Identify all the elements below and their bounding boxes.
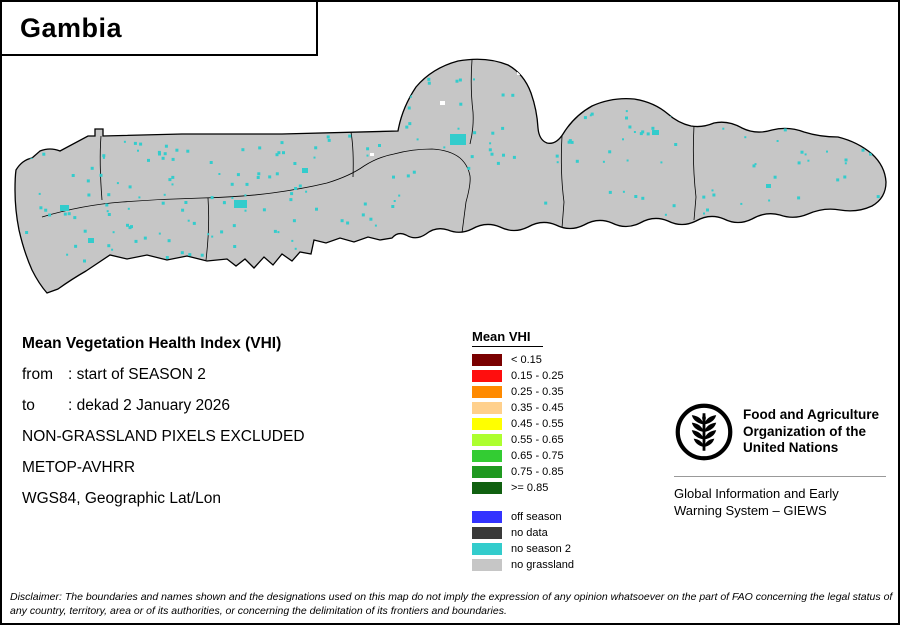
- from-value: : start of SEASON 2: [68, 366, 206, 383]
- legend-class-row: 0.15 - 0.25: [472, 368, 574, 384]
- map-info-pixels-note: NON-GRASSLAND PIXELS EXCLUDED: [22, 428, 305, 445]
- legend-class-row: 0.55 - 0.65: [472, 432, 574, 448]
- org-name-line: Food and Agriculture: [743, 407, 879, 422]
- org-block: Food and Agriculture Organization of the…: [674, 402, 886, 519]
- legend-class-row: 0.65 - 0.75: [472, 448, 574, 464]
- legend-status-label: no season 2: [511, 543, 571, 555]
- page-title: Gambia: [20, 12, 123, 43]
- legend-class-label: 0.25 - 0.35: [511, 386, 564, 398]
- map-info-sensor: METOP-AVHRR: [22, 459, 136, 476]
- legend-class-swatch: [472, 386, 502, 398]
- legend-class-label: >= 0.85: [511, 482, 549, 494]
- legend-status-label: no data: [511, 527, 548, 539]
- legend: Mean VHI < 0.15 0.15 - 0.25 0.25 - 0.35 0.3…: [472, 328, 574, 573]
- org-name-line: Organization of the: [743, 423, 866, 439]
- map-info-to: to : dekad 2 January 2026: [22, 390, 305, 421]
- fao-logo-icon: [675, 403, 733, 461]
- org-name: Food and Agriculture Organization of the…: [743, 402, 879, 457]
- disclaimer-text: Disclaimer: The boundaries and names sho…: [10, 590, 893, 617]
- map-title-box: Gambia: [2, 2, 318, 56]
- legend-status-label: off season: [511, 511, 562, 523]
- legend-vhi-classes: < 0.15 0.15 - 0.25 0.25 - 0.35 0.35 - 0.45 0…: [472, 352, 574, 496]
- legend-class-swatch: [472, 370, 502, 382]
- map-info-heading: Mean Vegetation Health Index (VHI): [22, 335, 282, 352]
- legend-status-swatch: [472, 527, 502, 539]
- legend-class-swatch: [472, 450, 502, 462]
- legend-status-row: no grassland: [472, 557, 574, 573]
- org-divider: [674, 476, 886, 477]
- legend-class-label: 0.35 - 0.45: [511, 402, 564, 414]
- from-label: from: [22, 366, 53, 383]
- legend-class-row: 0.75 - 0.85: [472, 464, 574, 480]
- legend-class-swatch: [472, 354, 502, 366]
- legend-class-label: 0.15 - 0.25: [511, 370, 564, 382]
- legend-status-swatch: [472, 543, 502, 555]
- no-data-specks: [370, 72, 520, 156]
- legend-class-label: 0.55 - 0.65: [511, 434, 564, 446]
- to-value: : dekad 2 January 2026: [68, 397, 231, 414]
- admin-boundaries: [41, 59, 697, 261]
- legend-class-row: 0.25 - 0.35: [472, 384, 574, 400]
- legend-class-swatch: [472, 434, 502, 446]
- legend-status-swatch: [472, 559, 502, 571]
- map-info-projection: WGS84, Geographic Lat/Lon: [22, 490, 222, 507]
- legend-class-row: >= 0.85: [472, 480, 574, 496]
- legend-class-label: < 0.15: [511, 354, 542, 366]
- legend-class-label: 0.65 - 0.75: [511, 450, 564, 462]
- legend-status-row: off season: [472, 509, 574, 525]
- vhi-speckles: [20, 72, 880, 277]
- legend-class-label: 0.75 - 0.85: [511, 466, 564, 478]
- legend-status-row: no season 2: [472, 541, 574, 557]
- gambia-country-shape: [14, 58, 887, 294]
- giews-line: Global Information and Early: [674, 486, 839, 501]
- legend-class-swatch: [472, 466, 502, 478]
- legend-class-row: < 0.15: [472, 352, 574, 368]
- legend-title: Mean VHI: [472, 329, 543, 347]
- legend-status-swatch: [472, 511, 502, 523]
- org-name-line: United Nations: [743, 440, 839, 455]
- legend-status-label: no grassland: [511, 559, 574, 571]
- org-header: Food and Agriculture Organization of the…: [674, 402, 886, 462]
- giews-line: Warning System – GIEWS: [674, 503, 827, 518]
- legend-class-row: 0.35 - 0.45: [472, 400, 574, 416]
- legend-class-row: 0.45 - 0.55: [472, 416, 574, 432]
- legend-class-swatch: [472, 402, 502, 414]
- gambia-map: [14, 58, 887, 294]
- map-info: Mean Vegetation Health Index (VHI) from:…: [22, 328, 305, 514]
- to-label: to: [22, 397, 35, 414]
- legend-class-swatch: [472, 418, 502, 430]
- giews-label: Global Information and Early Warning Sys…: [674, 485, 886, 519]
- legend-class-swatch: [472, 482, 502, 494]
- legend-status-classes: off season no data no season 2 no grassland: [472, 509, 574, 573]
- legend-class-label: 0.45 - 0.55: [511, 418, 564, 430]
- map-info-from: from : start of SEASON 2: [22, 359, 305, 390]
- legend-status-row: no data: [472, 525, 574, 541]
